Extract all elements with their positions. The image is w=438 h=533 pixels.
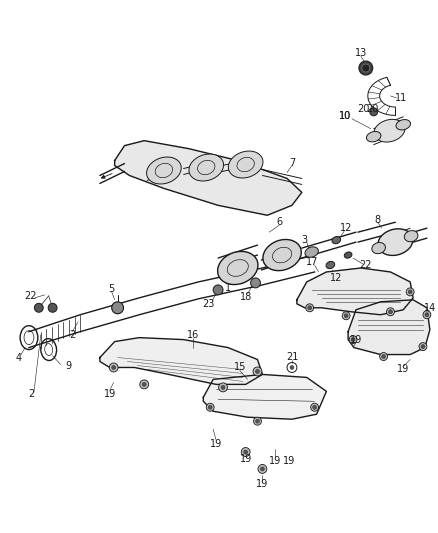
Text: 22: 22 (360, 260, 372, 270)
Circle shape (306, 304, 314, 312)
Circle shape (421, 345, 425, 349)
Text: 7: 7 (289, 158, 295, 167)
Text: 10: 10 (339, 111, 351, 121)
Ellipse shape (228, 151, 263, 178)
Text: 20: 20 (358, 104, 370, 114)
Ellipse shape (372, 243, 385, 254)
Ellipse shape (189, 154, 223, 181)
Circle shape (311, 403, 318, 411)
Circle shape (370, 108, 378, 116)
Text: 2: 2 (69, 329, 75, 340)
Text: 8: 8 (374, 215, 381, 225)
Circle shape (48, 303, 57, 312)
Circle shape (419, 343, 427, 351)
Polygon shape (115, 141, 302, 215)
Ellipse shape (332, 237, 341, 244)
Ellipse shape (367, 132, 381, 142)
Circle shape (213, 285, 223, 295)
Text: 19: 19 (350, 335, 362, 345)
Circle shape (109, 363, 118, 372)
Text: 1: 1 (225, 283, 231, 293)
Circle shape (380, 352, 388, 360)
Text: 13: 13 (355, 48, 367, 58)
Circle shape (290, 366, 294, 369)
Text: 4: 4 (16, 352, 22, 362)
Text: 15: 15 (233, 362, 246, 373)
Ellipse shape (305, 247, 318, 257)
Circle shape (389, 310, 392, 314)
Circle shape (35, 303, 43, 312)
Circle shape (342, 312, 350, 320)
Text: 19: 19 (240, 454, 252, 464)
Text: 17: 17 (305, 257, 318, 267)
Text: 19: 19 (256, 479, 268, 489)
Text: 11: 11 (395, 93, 407, 103)
Ellipse shape (396, 119, 410, 130)
Text: 16: 16 (187, 329, 200, 340)
Polygon shape (348, 300, 430, 354)
Circle shape (359, 61, 373, 75)
Text: 3: 3 (302, 235, 308, 245)
Text: 22: 22 (25, 291, 37, 301)
Circle shape (221, 385, 225, 389)
Text: 19: 19 (397, 365, 410, 375)
Polygon shape (203, 375, 326, 419)
Text: 19: 19 (210, 439, 222, 449)
Circle shape (423, 311, 431, 319)
Text: 23: 23 (202, 299, 215, 309)
Circle shape (258, 464, 267, 473)
Ellipse shape (404, 231, 418, 242)
Text: 19: 19 (104, 389, 116, 399)
Ellipse shape (378, 229, 413, 255)
Circle shape (241, 448, 250, 456)
Circle shape (408, 290, 412, 294)
Ellipse shape (374, 119, 405, 142)
Text: 12: 12 (330, 273, 343, 283)
Circle shape (142, 382, 146, 386)
Ellipse shape (218, 252, 258, 285)
Text: 9: 9 (65, 361, 71, 372)
Circle shape (425, 313, 429, 317)
Text: 19: 19 (283, 456, 295, 466)
Text: 12: 12 (340, 223, 352, 233)
Ellipse shape (344, 252, 352, 258)
Text: 18: 18 (240, 292, 252, 302)
Polygon shape (297, 268, 413, 315)
Text: 6: 6 (276, 217, 282, 227)
Ellipse shape (326, 261, 335, 269)
Circle shape (253, 367, 262, 376)
Circle shape (208, 405, 212, 409)
Text: 5: 5 (109, 284, 115, 294)
Circle shape (255, 369, 259, 374)
Circle shape (381, 354, 385, 359)
Polygon shape (100, 337, 262, 384)
Circle shape (406, 288, 414, 296)
Text: 10: 10 (339, 111, 351, 121)
Circle shape (251, 278, 261, 288)
Circle shape (255, 419, 259, 423)
Ellipse shape (147, 157, 181, 184)
Circle shape (261, 467, 265, 471)
Circle shape (219, 383, 227, 392)
Circle shape (112, 366, 116, 369)
Text: 19: 19 (269, 456, 281, 466)
Circle shape (344, 314, 348, 318)
Text: 20: 20 (367, 104, 379, 114)
Circle shape (112, 302, 124, 314)
Circle shape (308, 306, 312, 310)
Circle shape (140, 380, 148, 389)
Circle shape (386, 308, 394, 316)
Circle shape (244, 450, 247, 454)
Text: 14: 14 (424, 303, 436, 313)
Circle shape (206, 403, 214, 411)
Ellipse shape (263, 239, 301, 271)
Circle shape (349, 336, 357, 344)
Circle shape (313, 405, 317, 409)
Circle shape (254, 417, 261, 425)
Circle shape (351, 337, 355, 342)
Circle shape (362, 64, 370, 72)
Text: 21: 21 (286, 352, 298, 361)
Text: 2: 2 (28, 389, 34, 399)
